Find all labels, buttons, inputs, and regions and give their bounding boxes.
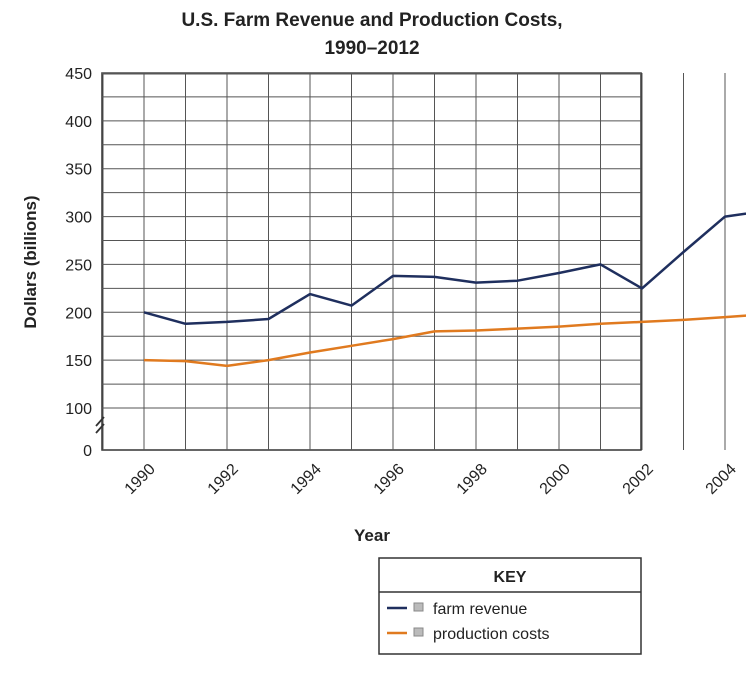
y-axis-label: Dollars (billions) (21, 195, 40, 328)
y-tick-label: 200 (65, 305, 92, 322)
grid-layer (102, 72, 726, 450)
x-tick-label: 1996 (371, 461, 408, 498)
axis-break-stroke (95, 416, 105, 427)
x-tick-label: 1998 (454, 461, 491, 498)
series-layer (143, 212, 746, 368)
x-axis-label: Year (354, 526, 390, 545)
y-tick-label: 150 (65, 353, 92, 370)
y-tick-label: 300 (65, 210, 92, 227)
axis-break-mark (95, 416, 105, 434)
x-tick-label: 2004 (703, 461, 740, 498)
y-tick-label: 400 (65, 114, 92, 131)
legend: KEY farm revenue production costs (378, 557, 642, 655)
y-tick-labels: 0 100 150 200 250 300 350 400 450 (65, 66, 92, 460)
x-tick-label: 1992 (205, 461, 242, 498)
x-tick-label: 1990 (122, 461, 159, 498)
legend-marker-icon (413, 627, 424, 637)
legend-title: KEY (494, 569, 527, 586)
y-tick-label: 250 (65, 257, 92, 274)
axis-break-stroke (95, 423, 105, 434)
chart-title-line1: U.S. Farm Revenue and Production Costs, (181, 10, 562, 31)
y-tick-label: 350 (65, 162, 92, 179)
legend-label-production-costs: production costs (433, 626, 550, 643)
y-tick-label: 100 (65, 401, 92, 418)
series-line-farm-revenue (143, 212, 746, 326)
legend-label-farm-revenue: farm revenue (433, 601, 527, 618)
x-tick-label: 2000 (537, 461, 574, 498)
x-tick-label: 2002 (620, 461, 657, 498)
series-line-production-costs (143, 314, 746, 368)
y-tick-label: 0 (83, 443, 92, 460)
plot-frame (101, 72, 642, 451)
x-tick-labels: 1990199219941996199820002002200420062008… (122, 461, 740, 498)
x-tick-label: 1994 (288, 461, 325, 498)
y-tick-label: 450 (65, 66, 92, 83)
chart-title-line2: 1990–2012 (324, 38, 419, 59)
legend-marker-icon (413, 602, 424, 612)
